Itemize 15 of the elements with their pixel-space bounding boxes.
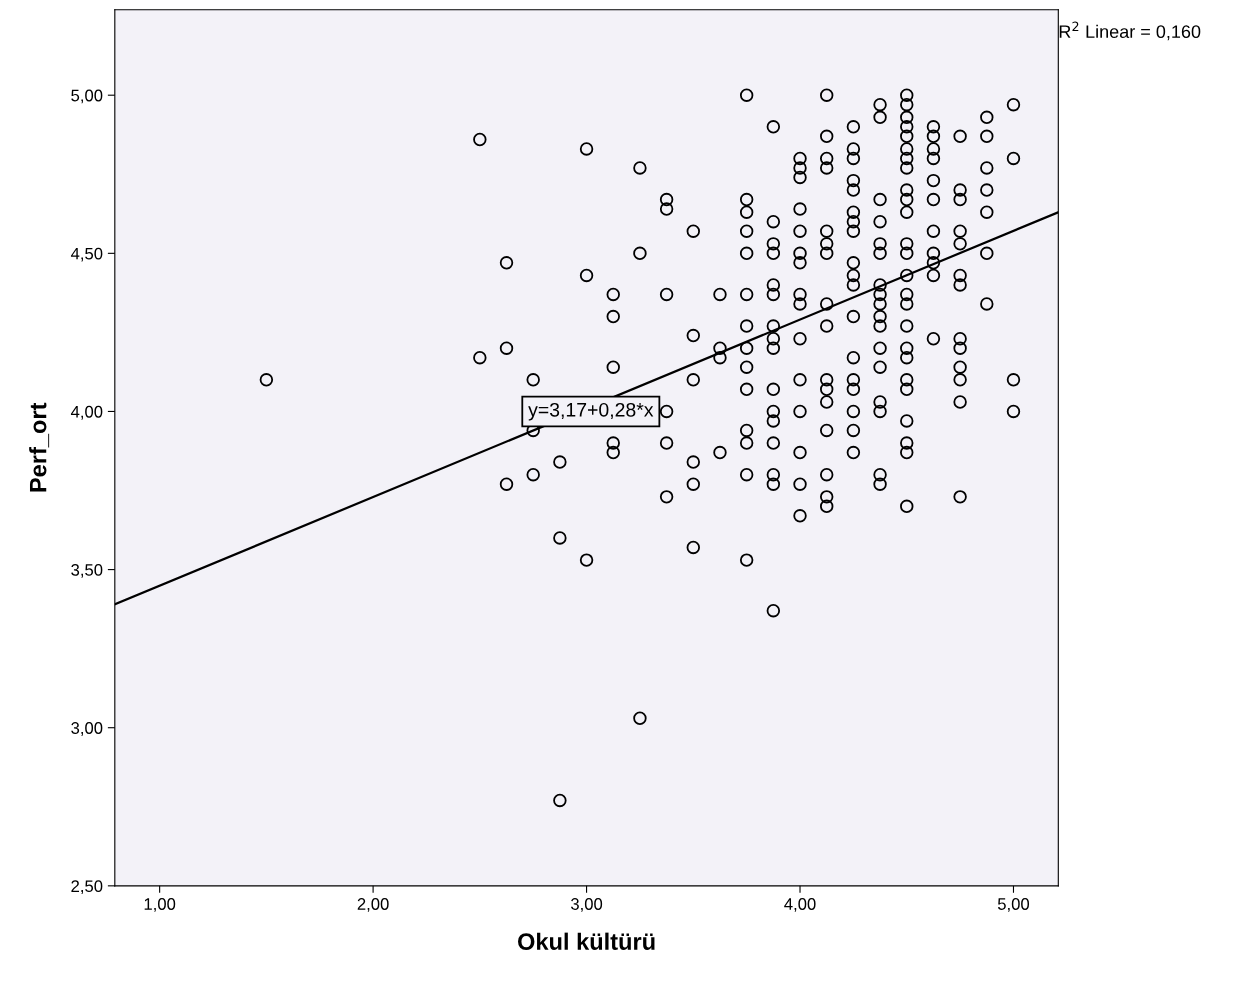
text: R$^{2}$ Linear = 0,160	[1059, 21, 1201, 41]
y-tick-label: 4,50	[70, 247, 103, 262]
x-tick-label: 3,00	[570, 898, 603, 912]
x-tick-label: 4,00	[784, 898, 816, 912]
annotation: y=3,17+0,28*x	[528, 402, 654, 421]
y-axis-title: Perf_ort	[29, 402, 50, 492]
y-tick-label: 3,50	[71, 563, 103, 578]
y-tick-label: 2,50	[71, 880, 103, 895]
y-tick-label: 4,00	[70, 405, 103, 420]
y-tick-label: 3,00	[71, 722, 103, 736]
x-tick-label: 5,00	[997, 898, 1030, 912]
x-tick-label: 2,00	[357, 898, 389, 912]
x-axis-title: Okul kültürü	[518, 932, 655, 950]
y-tick-label: 5,00	[71, 89, 103, 104]
x-tick-label: 1,00	[144, 898, 176, 912]
